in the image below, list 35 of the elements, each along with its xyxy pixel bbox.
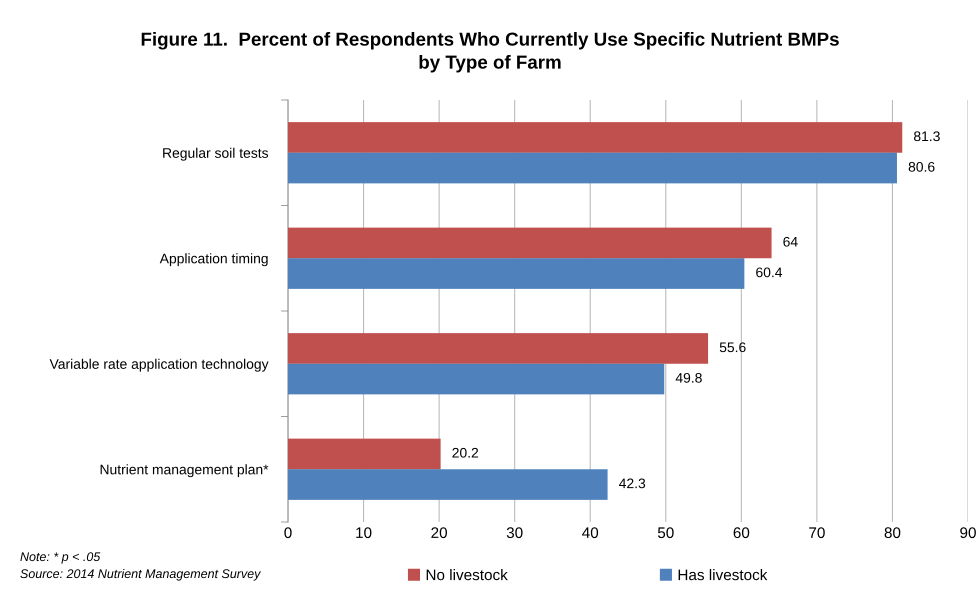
data-label: 55.6 [720,342,746,352]
x-tick-label: 60 [734,527,750,538]
source-note: Source: 2014 Nutrient Management Survey [20,568,262,581]
bar [288,122,902,153]
legend-label: No livestock [426,569,508,580]
bar [288,152,897,184]
data-label: 20.2 [452,448,478,458]
bar [288,469,608,500]
data-label: 64 [783,236,798,247]
x-tick-label: 20 [431,527,448,538]
y-tick-label: Application timing [160,253,268,266]
x-tick-label: 40 [582,527,598,538]
bar [288,258,744,289]
text: Note: * p < .05 [20,552,100,564]
x-tick-label: 90 [960,527,976,538]
x-tick-label: 70 [809,527,825,538]
y-tick-label: Variable rate application technology [50,358,269,372]
x-tick-label: 10 [356,527,372,538]
legend-label: Has livestock [678,569,768,580]
data-label: 49.8 [676,372,702,383]
data-label: 42.3 [619,478,646,488]
bar [288,364,664,394]
bar [288,228,772,258]
bar [288,333,708,364]
x-tick-label: 30 [506,527,523,538]
bar [288,438,441,470]
chart-title: Figure 11. Percent of Respondents Who Currently Use Specific Nutrient BMPs by Type of Farm [142,32,839,72]
data-label: 60.4 [756,267,782,278]
y-tick-label: Nutrient management plan* [100,464,268,478]
data-label: 81.3 [914,131,940,142]
x-tick-label: 0 [284,527,292,538]
data-label: 80.6 [908,162,935,172]
x-tick-label: 80 [884,527,900,538]
y-tick-label: Regular soil tests [163,148,268,161]
x-tick-label: 50 [658,527,674,538]
